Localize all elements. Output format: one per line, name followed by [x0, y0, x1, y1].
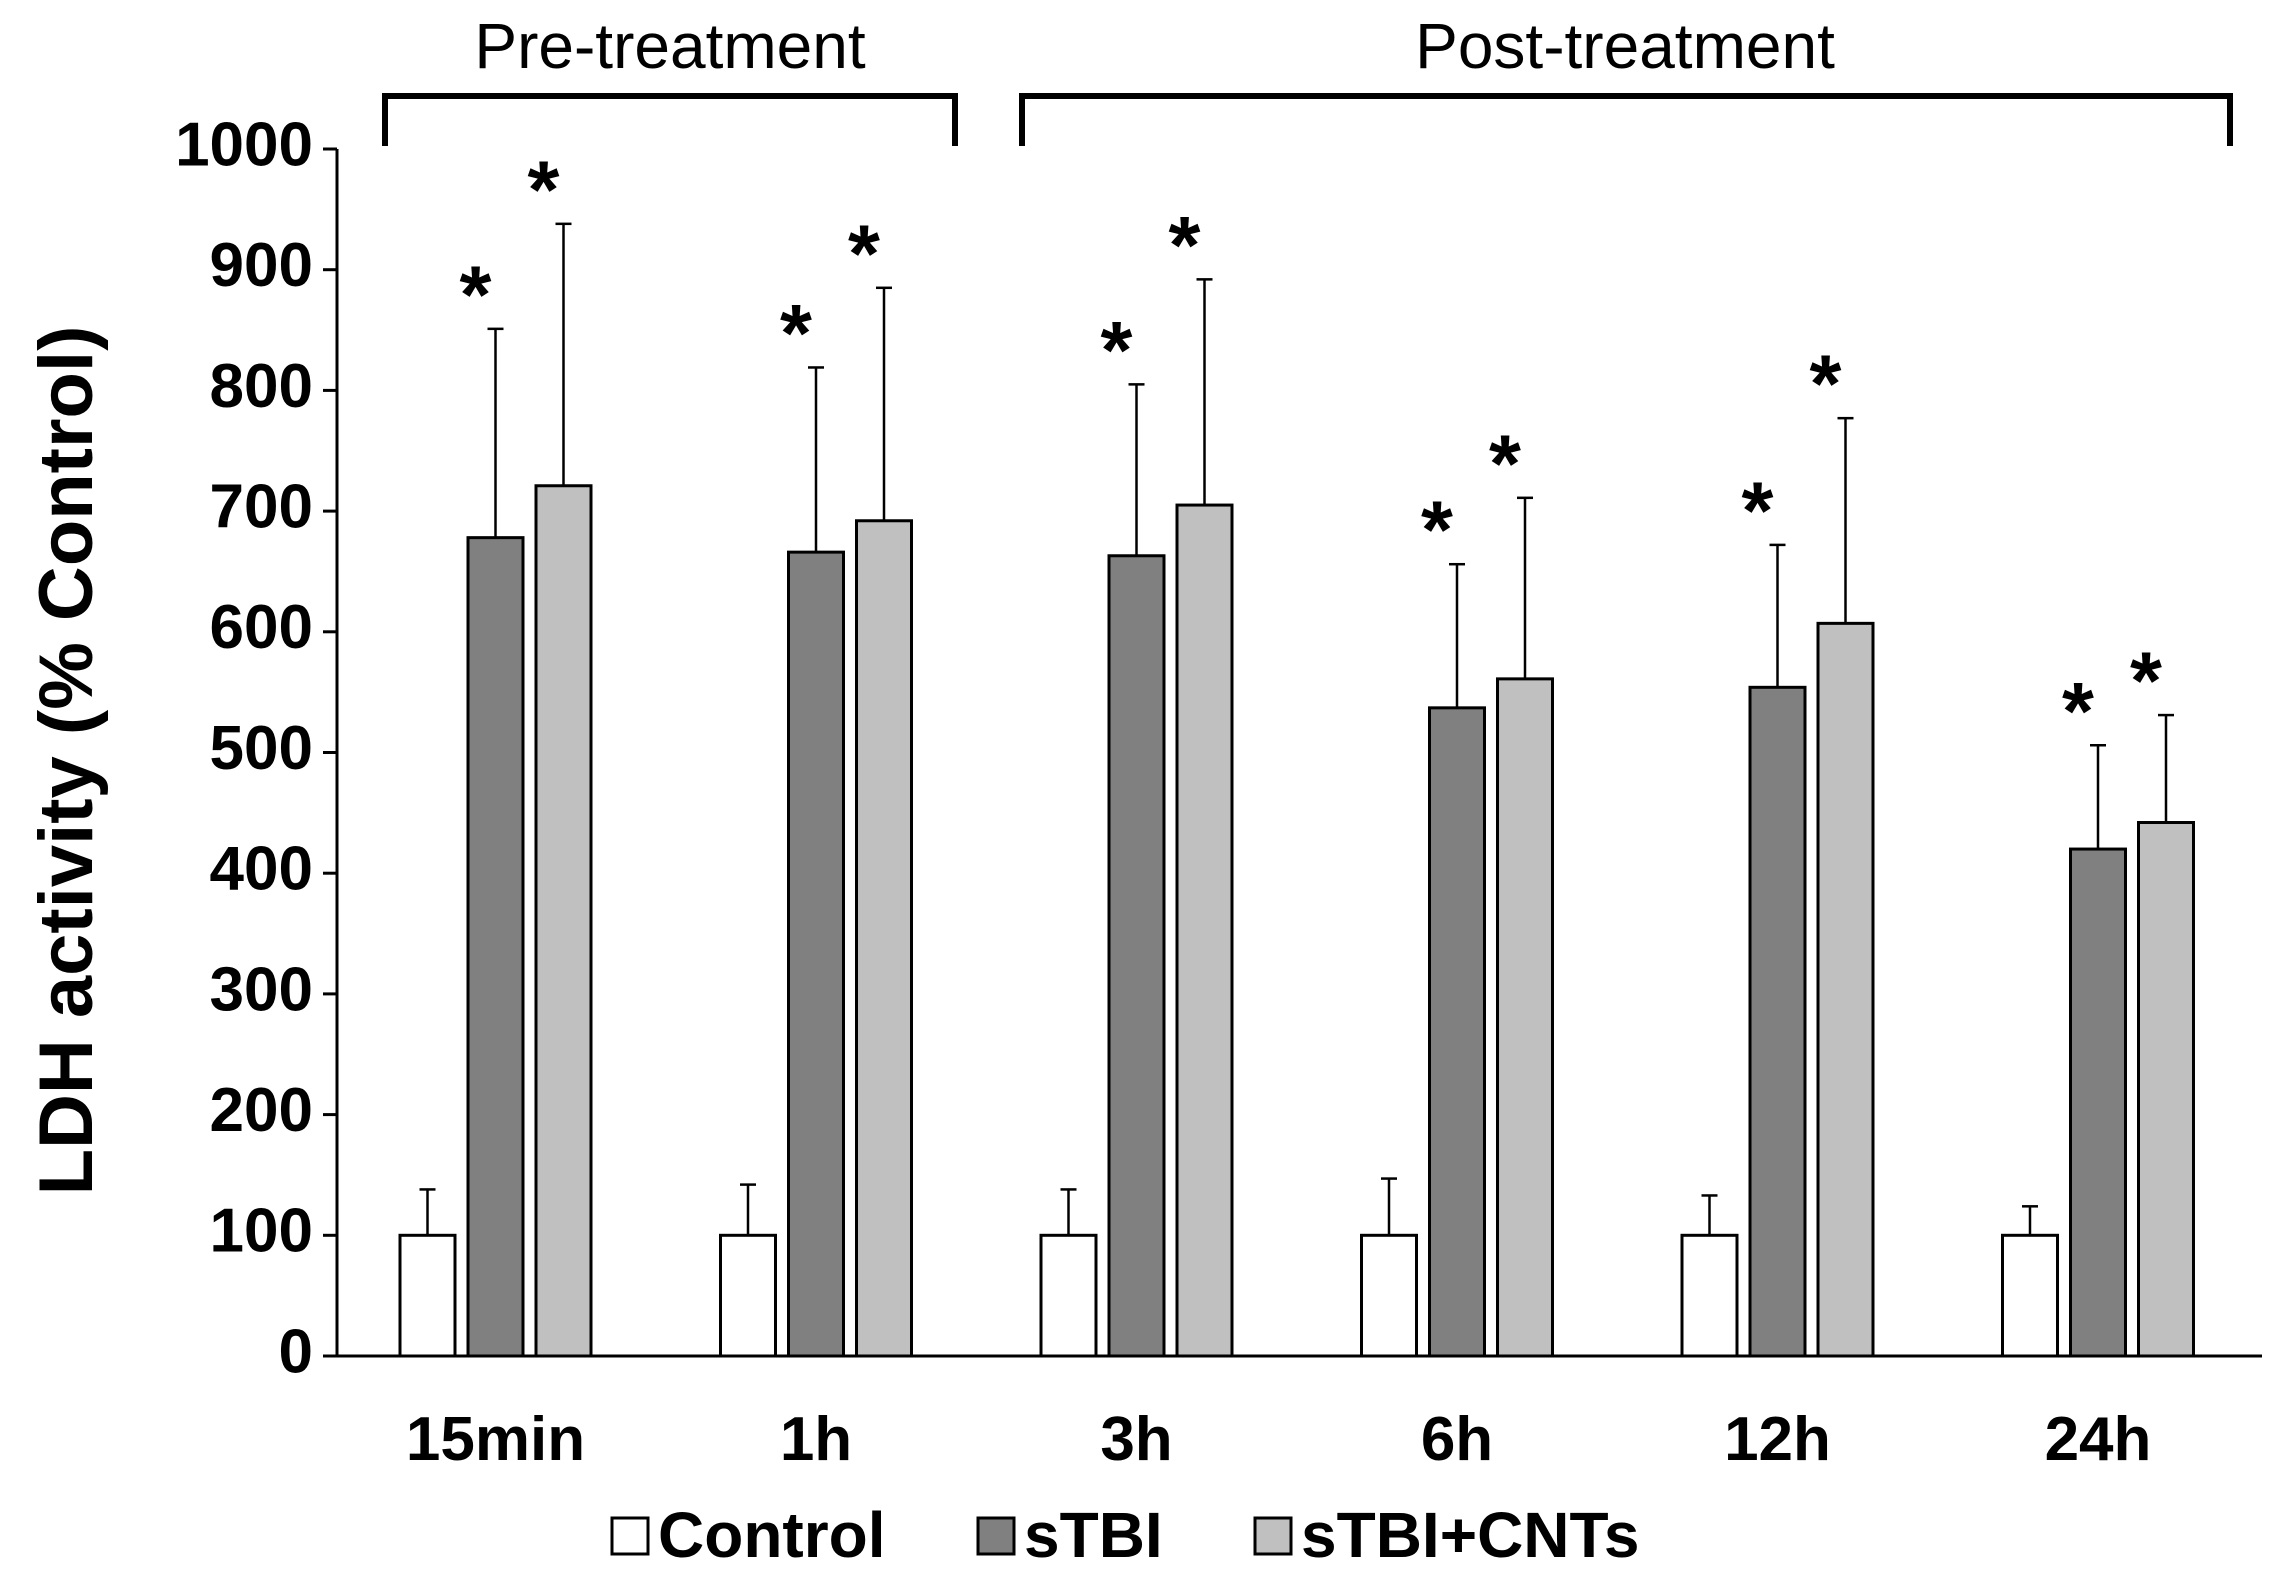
x-tick-label-6h: 6h	[1421, 1405, 1493, 1474]
bar-stbi-cnts-6h	[1496, 677, 1554, 1358]
legend-label-stbi: sTBI	[1024, 1499, 1163, 1571]
significance-star: *	[460, 250, 492, 341]
y-tick-label: 100	[210, 1197, 313, 1266]
x-tick-label-3h: 3h	[1100, 1405, 1172, 1474]
legend-swatch-control	[610, 1516, 650, 1556]
bracket-pre-treatment	[382, 93, 958, 146]
significance-star: *	[1742, 466, 1774, 557]
bar-stbi-15min	[466, 536, 525, 1358]
x-tick-label-12h: 12h	[1724, 1405, 1831, 1474]
significance-star: *	[1169, 200, 1201, 291]
group-label-post-treatment: Post-treatment	[1415, 10, 1835, 82]
significance-star: *	[1810, 339, 1842, 430]
significance-star: *	[848, 209, 880, 300]
bar-stbi-1h	[787, 550, 845, 1358]
significance-star: *	[2130, 636, 2162, 727]
significance-star: *	[780, 288, 812, 379]
bar-stbi-12h	[1748, 685, 1807, 1358]
significance-star: *	[1421, 485, 1453, 576]
legend-label-stbi-cnts: sTBI+CNTs	[1301, 1499, 1639, 1571]
significance-star: *	[1489, 419, 1521, 510]
y-axis-title: LDH activity (% Control)	[24, 326, 109, 1196]
bar-control-1h	[719, 1233, 777, 1358]
bracket-post-treatment	[1019, 93, 2233, 146]
bar-control-12h	[1680, 1233, 1739, 1358]
y-tick-label: 1000	[175, 110, 313, 179]
y-tick-label: 700	[210, 472, 313, 541]
legend-swatch-stbi	[976, 1516, 1016, 1556]
bar-stbi-24h	[2069, 847, 2127, 1358]
x-tick-label-24h: 24h	[2045, 1405, 2152, 1474]
bar-control-6h	[1360, 1233, 1418, 1358]
bar-control-3h	[1039, 1233, 1098, 1358]
bar-stbi-cnts-3h	[1175, 503, 1234, 1358]
y-tick-label: 0	[279, 1317, 313, 1386]
bar-control-15min	[398, 1233, 457, 1358]
y-tick-label: 400	[210, 835, 313, 904]
bar-stbi-cnts-24h	[2137, 821, 2195, 1358]
bar-stbi-cnts-15min	[534, 484, 593, 1358]
significance-star: *	[1101, 305, 1133, 396]
bar-control-24h	[2001, 1233, 2059, 1358]
x-tick-label-15min: 15min	[406, 1405, 585, 1474]
y-tick-label: 800	[210, 352, 313, 421]
bar-stbi-cnts-1h	[855, 519, 913, 1358]
significance-star: *	[2062, 666, 2094, 757]
legend-label-control: Control	[658, 1499, 886, 1571]
y-tick-label: 300	[210, 955, 313, 1024]
bar-stbi-3h	[1107, 554, 1166, 1358]
significance-star: *	[528, 145, 560, 236]
y-tick-label: 200	[210, 1076, 313, 1145]
y-tick-label: 900	[210, 231, 313, 300]
legend-swatch-stbi-cnts	[1253, 1516, 1293, 1556]
bar-stbi-6h	[1428, 706, 1486, 1358]
bar-stbi-cnts-12h	[1816, 621, 1875, 1358]
y-tick-label: 600	[210, 593, 313, 662]
x-tick-label-1h: 1h	[780, 1405, 852, 1474]
y-tick-label: 500	[210, 714, 313, 783]
group-label-pre-treatment: Pre-treatment	[474, 10, 865, 82]
